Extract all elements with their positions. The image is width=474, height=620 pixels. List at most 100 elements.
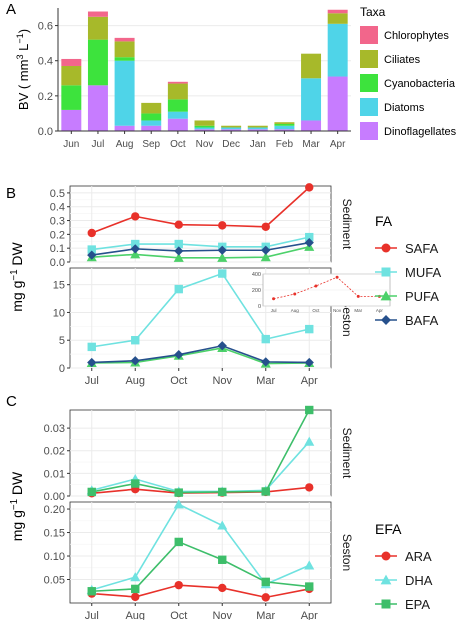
series-line xyxy=(91,344,310,364)
inset-x-tick-label: Nov xyxy=(333,308,342,313)
panel-a: 0.0 0.2 0.4 0.6 Jun Jul Aug Sep Oct Nov Dec Jan Feb M… xyxy=(15,5,457,150)
data-point xyxy=(217,520,228,530)
facet-panel xyxy=(69,409,332,497)
y-tick-label: 0.2 xyxy=(50,229,65,241)
data-point xyxy=(87,587,96,596)
data-point xyxy=(305,483,314,492)
x-tick-label: Nov xyxy=(212,375,232,387)
legend-label: SAFA xyxy=(405,241,439,256)
data-point xyxy=(261,245,271,255)
bar-segment xyxy=(87,39,108,86)
data-point xyxy=(261,577,270,587)
inset-y-tick-label: 0 xyxy=(258,304,261,310)
bar-segment xyxy=(61,65,82,86)
x-tick-label: Aug xyxy=(125,610,145,620)
y-tick-label: 0.00 xyxy=(44,491,65,503)
x-tick-label: Apr xyxy=(301,375,318,387)
facet-strip-label: Seston xyxy=(340,534,354,571)
inset-x-tick-label: Apr xyxy=(376,308,384,313)
data-point xyxy=(261,222,270,231)
x-tick-label: Apr xyxy=(301,610,318,620)
x-tick-label: Jun xyxy=(63,139,79,150)
data-point xyxy=(261,334,270,344)
y-tick-label: 15 xyxy=(53,280,65,292)
data-point xyxy=(87,250,97,260)
data-point xyxy=(217,252,228,262)
bar-segment xyxy=(221,125,242,128)
legend-key xyxy=(360,50,378,68)
legend: Taxa Chlorophytes Ciliates Cyanobacteria Dia… xyxy=(360,5,457,140)
data-point xyxy=(87,487,96,497)
legend-key-marker xyxy=(380,574,392,585)
data-point xyxy=(218,555,227,564)
bar-segment xyxy=(87,16,108,40)
data-point xyxy=(218,487,227,497)
series-line xyxy=(91,584,310,599)
data-point xyxy=(304,238,314,248)
legend-label: Diatoms xyxy=(384,102,425,114)
facet: 0.05 0.10 0.15 0.20 Seston xyxy=(44,499,354,604)
bar-segment xyxy=(194,125,215,128)
data-point xyxy=(304,560,315,570)
facet: 0.00 0.01 0.02 0.03 Sediment xyxy=(44,405,354,503)
inset-data-point xyxy=(293,292,297,296)
bar-segment xyxy=(114,60,135,126)
data-point xyxy=(261,487,270,496)
data-point xyxy=(260,252,271,262)
data-point xyxy=(261,593,270,602)
x-tick-label: Jul xyxy=(92,139,105,150)
bar-segment xyxy=(327,9,348,14)
bar-segment xyxy=(167,81,188,84)
bar-segment xyxy=(327,76,348,131)
data-point xyxy=(304,436,315,446)
data-point xyxy=(87,342,96,352)
x-tick-label: Feb xyxy=(276,139,294,150)
y-tick-label: 0.20 xyxy=(44,504,65,516)
series-line xyxy=(91,186,310,234)
legend-label: BAFA xyxy=(405,313,439,328)
facet: 0 5 10 15 Seston 0 200 400 Jul Aug Oct Nov Mar Apr xyxy=(53,267,391,375)
data-point xyxy=(174,220,183,229)
legend-label: DHA xyxy=(405,573,433,588)
data-point xyxy=(130,244,140,254)
data-point xyxy=(174,580,183,590)
bar-segment xyxy=(274,122,295,124)
x-tick-label: Aug xyxy=(116,139,134,150)
y-tick-label: 0.10 xyxy=(44,551,65,563)
bar-segment xyxy=(141,102,162,114)
legend-label: Ciliates xyxy=(384,54,421,66)
x-tick-label: Oct xyxy=(170,610,187,620)
inset-x-tick-label: Oct xyxy=(312,308,320,313)
data-point xyxy=(131,584,140,594)
x-tick-label: Jan xyxy=(250,139,266,150)
legend-key-marker xyxy=(381,315,391,325)
series-line xyxy=(91,347,310,365)
facet-panel xyxy=(69,501,332,604)
bar-segment xyxy=(221,129,242,131)
data-point xyxy=(174,350,184,360)
bar-segment xyxy=(61,109,82,131)
series-line xyxy=(91,272,310,348)
data-point xyxy=(305,324,314,334)
series-line xyxy=(91,241,310,256)
data-point xyxy=(131,592,140,602)
x-tick-label: Apr xyxy=(330,139,346,150)
bar-segment xyxy=(247,129,268,131)
x-tick-label: Jul xyxy=(85,375,99,387)
legend-label: ARA xyxy=(405,549,432,564)
inset-series-line xyxy=(273,276,380,300)
data-point xyxy=(130,572,141,582)
data-point xyxy=(217,341,227,351)
inset-x-tick-label: Mar xyxy=(354,308,362,313)
data-point xyxy=(218,583,227,593)
series-line xyxy=(91,409,310,494)
series-line xyxy=(91,503,310,591)
bar-segment xyxy=(301,120,322,131)
data-point xyxy=(87,357,97,368)
x-tick-label: Nov xyxy=(196,139,214,150)
bar-segment xyxy=(114,57,135,61)
data-point xyxy=(173,252,184,262)
data-point xyxy=(174,488,183,497)
panel-label: B xyxy=(6,185,16,202)
